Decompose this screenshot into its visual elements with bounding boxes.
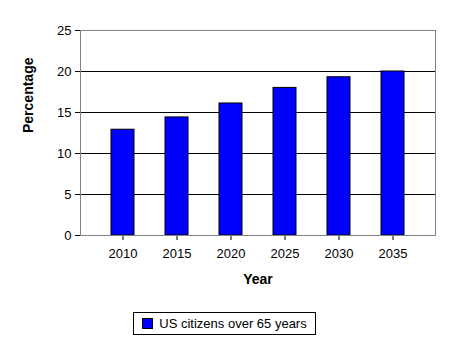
- svg-text:25: 25: [57, 23, 71, 38]
- svg-text:2030: 2030: [325, 246, 354, 261]
- svg-text:2015: 2015: [163, 246, 192, 261]
- svg-text:2020: 2020: [217, 246, 246, 261]
- svg-text:2035: 2035: [379, 246, 408, 261]
- svg-text:2025: 2025: [271, 246, 300, 261]
- svg-text:10: 10: [57, 146, 71, 161]
- svg-text:5: 5: [64, 187, 71, 202]
- svg-text:15: 15: [57, 105, 71, 120]
- html-text:US citizens over 65 years: US citizens over 65 years: [159, 316, 307, 331]
- svg-text:2010: 2010: [109, 246, 138, 261]
- svg-text:20: 20: [57, 64, 71, 79]
- svg-text:Percentage: Percentage: [20, 57, 36, 133]
- svg-text:Year: Year: [243, 271, 273, 287]
- svg-text:0: 0: [64, 228, 71, 243]
